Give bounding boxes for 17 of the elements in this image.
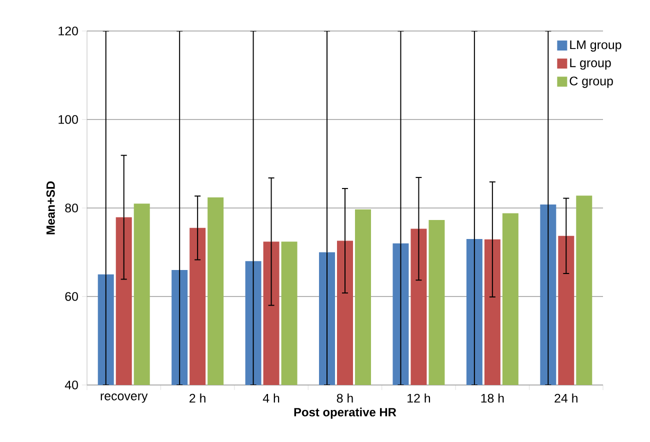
y-tick-label: 120	[58, 26, 78, 36]
y-axis-title: Mean+SD	[46, 181, 55, 234]
x-tick-label: 2 h	[190, 394, 206, 403]
x-axis-title: Post operative HR	[294, 408, 396, 419]
y-tick-label: 80	[65, 204, 78, 212]
legend-label: C group	[570, 76, 613, 88]
x-tick-label: 12 h	[408, 394, 430, 403]
legend-label: LM group	[570, 40, 622, 52]
x-tick-label: 4 h	[262, 394, 280, 403]
y-tick-label: 60	[65, 292, 78, 301]
legend-label: L group	[570, 58, 611, 70]
x-tick-label: 18 h	[481, 394, 504, 403]
x-tick-label: 8 h	[336, 394, 353, 403]
y-tick-label: 40	[64, 380, 78, 390]
y-tick-label: 100	[58, 115, 78, 124]
x-tick-label: recovery	[100, 394, 148, 403]
x-tick-label: 24 h	[554, 394, 578, 403]
